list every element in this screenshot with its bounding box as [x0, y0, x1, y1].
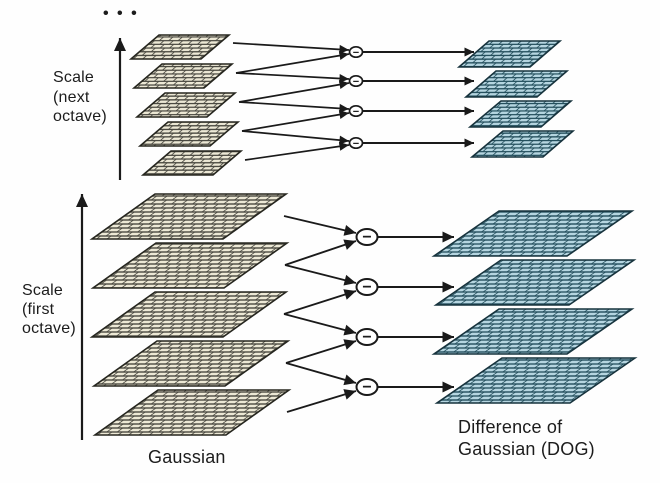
label-scale-next-line3: octave) — [53, 108, 107, 125]
label-scale-next-line1: Scale — [53, 69, 94, 86]
minus-operator: − — [353, 76, 359, 88]
minus-operator: − — [353, 47, 359, 59]
dog-plane-first-4 — [434, 357, 638, 404]
label-dog-line1: Difference of — [458, 417, 563, 437]
continuation-dots: • • • — [103, 5, 139, 22]
arrow-next-g3-to-sub2 — [238, 80, 350, 103]
subtract-circle — [348, 136, 364, 150]
minus-operator: − — [353, 106, 359, 118]
label-gaussian: Gaussian — [148, 447, 226, 467]
subtract-circle — [348, 74, 364, 88]
subtract-circle — [348, 45, 364, 59]
dog-plane-first-2 — [433, 259, 637, 306]
minus-operator: − — [362, 279, 371, 296]
arrow-next-g4-to-sub4 — [241, 130, 350, 145]
dog-plane-next-4 — [469, 130, 576, 158]
dog-plane-next-1 — [456, 40, 563, 68]
arrow-next-g3-to-sub3 — [238, 101, 350, 113]
minus-operator: − — [362, 229, 371, 246]
dog-plane-next-3 — [467, 100, 574, 128]
arrow-first-g2-to-sub2 — [284, 264, 357, 286]
arrow-first-g4-to-sub3 — [285, 339, 357, 364]
minus-operator: − — [362, 379, 371, 396]
arrow-first-g3-to-sub3 — [283, 313, 357, 336]
label-dog-line2: Gaussian (DOG) — [458, 439, 595, 459]
arrow-first-g1-to-sub1 — [283, 215, 357, 236]
dog-plane-next-2 — [463, 70, 570, 98]
subtract-node-first-2: − — [355, 278, 379, 296]
subtract-node-first-3: − — [355, 328, 379, 346]
gaussian-plane-first-3 — [89, 291, 289, 338]
dog-plane-first-3 — [431, 308, 635, 355]
minus-operator: − — [362, 329, 371, 346]
gaussian-plane-next-1 — [128, 34, 232, 60]
gaussian-plane-first-1 — [89, 193, 289, 240]
subtract-node-next-3: − — [348, 104, 364, 118]
dog-plane-first-1 — [431, 210, 635, 257]
subtract-node-next-4: − — [348, 136, 364, 150]
minus-operator: − — [353, 138, 359, 150]
subtract-circle — [355, 278, 379, 296]
label-scale-next-line2: (next — [53, 89, 90, 106]
subtract-circle — [348, 104, 364, 118]
arrow-first-g4-to-sub4 — [285, 362, 357, 386]
arrow-first-g5-to-sub4 — [286, 389, 357, 413]
gaussian-plane-first-2 — [90, 242, 290, 289]
label-scale-first-line2: (first — [22, 301, 55, 318]
subtract-circle — [355, 378, 379, 396]
gaussian-plane-first-4 — [91, 340, 291, 387]
gaussian-plane-next-3 — [134, 92, 238, 118]
subtract-node-next-2: − — [348, 74, 364, 88]
gaussian-plane-next-2 — [131, 63, 235, 89]
label-scale-first-line1: Scale — [22, 282, 63, 299]
subtract-node-first-1: − — [355, 228, 379, 246]
arrow-first-g2-to-sub1 — [284, 239, 357, 266]
arrow-first-g3-to-sub2 — [283, 289, 357, 315]
arrow-next-g2-to-sub2 — [235, 72, 350, 83]
subtract-node-next-1: − — [348, 45, 364, 59]
gaussian-plane-first-5 — [92, 389, 292, 436]
label-scale-first-line3: octave) — [22, 320, 76, 337]
subtract-circle — [355, 328, 379, 346]
arrow-next-g4-to-sub3 — [241, 110, 350, 132]
arrow-next-g5-to-sub4 — [244, 141, 350, 161]
subtract-node-first-4: − — [355, 378, 379, 396]
arrow-next-g1-to-sub1 — [232, 42, 350, 54]
arrow-next-g2-to-sub1 — [235, 51, 350, 74]
gaussian-plane-next-4 — [137, 121, 241, 147]
subtract-circle — [355, 228, 379, 246]
gaussian-plane-next-5 — [140, 150, 244, 176]
